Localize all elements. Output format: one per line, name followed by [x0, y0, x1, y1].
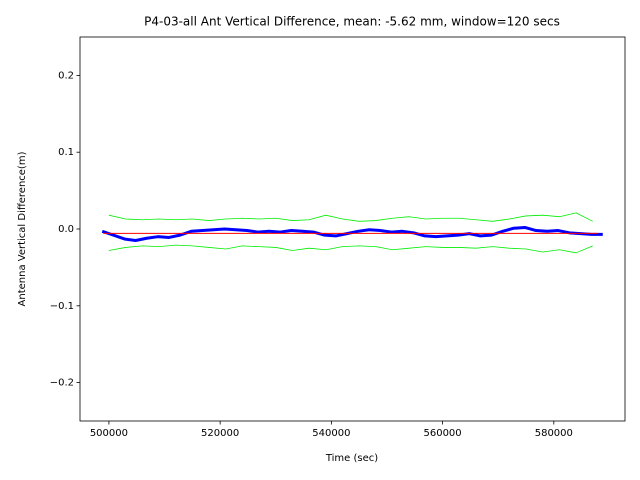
chart-title: P4-03-all Ant Vertical Difference, mean:… — [144, 15, 560, 29]
plot-frame — [79, 36, 626, 422]
y-tick-label: 0.2 — [58, 70, 74, 81]
data-line — [108, 244, 593, 254]
x-axis-label: Time (sec) — [325, 453, 378, 464]
x-tick-label: 500000 — [90, 428, 128, 439]
y-tick-label: −0.2 — [50, 378, 74, 389]
x-tick-label: 520000 — [201, 428, 239, 439]
y-tick-label: −0.1 — [50, 301, 74, 312]
y-tick-label: 0.0 — [58, 224, 74, 235]
x-tick-label: 540000 — [312, 428, 350, 439]
x-tick-label: 580000 — [535, 428, 573, 439]
x-tick-label: 560000 — [423, 428, 461, 439]
y-axis-label: Antenna Vertical Difference(m) — [17, 151, 28, 306]
data-line — [108, 212, 593, 222]
y-tick-label: 0.1 — [58, 147, 74, 158]
